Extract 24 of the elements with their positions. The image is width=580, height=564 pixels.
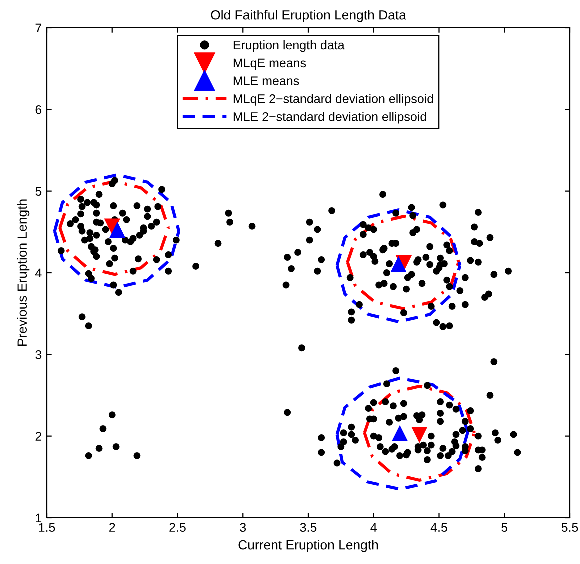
x-tick-label: 4 xyxy=(370,523,377,532)
y-tick-label: 1 xyxy=(36,514,42,523)
x-tick-label: 5.5 xyxy=(562,523,578,532)
x-tick-label: 2.5 xyxy=(170,523,186,532)
legend-label: MLqE 2−standard deviation ellipsoid xyxy=(234,94,434,106)
x-tick-label: 1.5 xyxy=(39,523,56,532)
y-tick-label: 6 xyxy=(36,105,42,114)
x-tick-label: 5 xyxy=(502,523,508,532)
y-tick-label: 2 xyxy=(36,432,42,441)
legend-label: Eruption length data xyxy=(234,40,345,52)
x-tick-label: 3 xyxy=(240,523,246,532)
y-tick-label: 3 xyxy=(36,350,42,360)
legend-label: MLqE means xyxy=(234,58,306,70)
legend-label: MLE means xyxy=(234,76,300,86)
x-tick-label: 3.5 xyxy=(300,523,317,532)
chart-title: Old Faithful Eruption Length Data xyxy=(211,10,406,22)
y-axis-title: Previous Eruption Length xyxy=(17,200,30,346)
x-axis-title: Current Eruption Length xyxy=(238,540,378,552)
y-tick-label: 4 xyxy=(35,268,42,278)
legend-label: MLE 2−standard deviation ellipsoid xyxy=(234,112,426,124)
x-tick-label: 2 xyxy=(110,523,116,532)
y-tick-label: 7 xyxy=(36,24,42,33)
y-tick-label: 5 xyxy=(36,187,42,196)
x-tick-label: 4.5 xyxy=(430,523,448,532)
